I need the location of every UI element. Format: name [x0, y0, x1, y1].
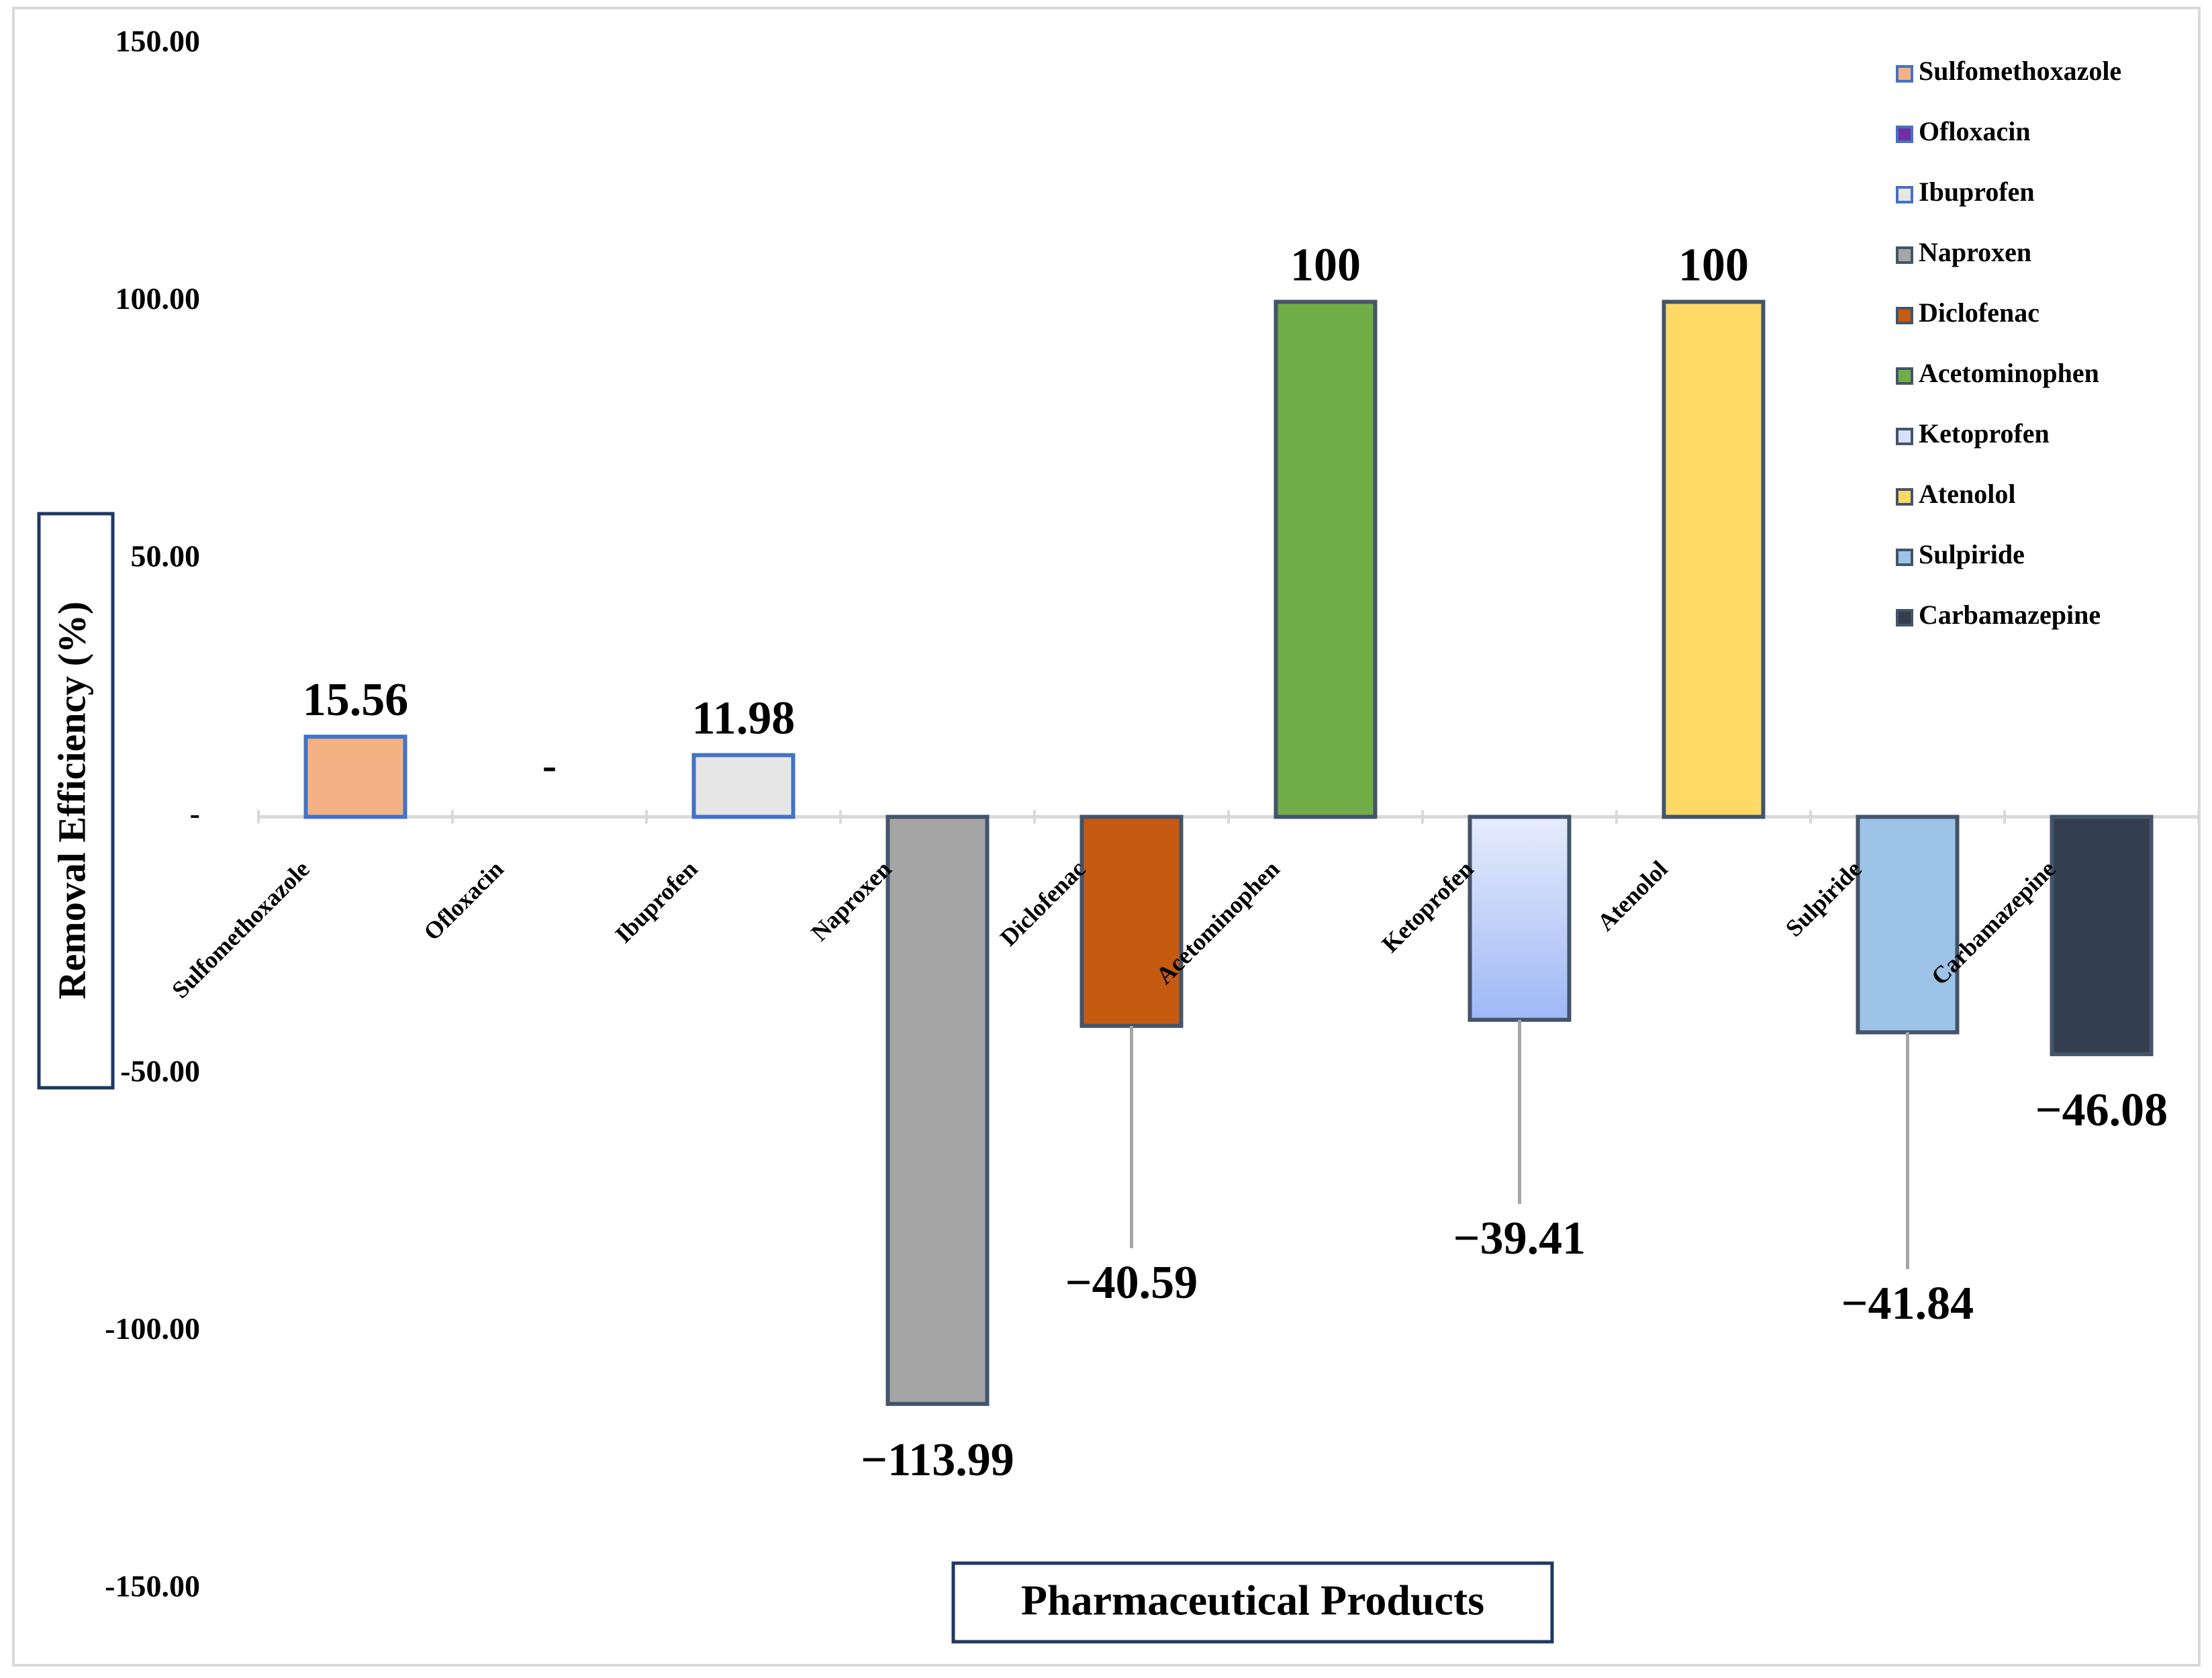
data-label-naproxen: −113.99 — [861, 1434, 1014, 1486]
data-label-ibuprofen: 11.98 — [692, 693, 796, 745]
bar-sulpiride — [1856, 814, 1960, 1035]
x-axis-title-box: Pharmaceutical Products — [951, 1561, 1554, 1644]
legend: Sulfomethoxazole Ofloxacin Ibuprofen Naprox… — [1896, 56, 2121, 630]
legend-swatch-carbamazepine — [1896, 609, 1913, 626]
legend-label-naproxen: Naproxen — [1919, 237, 2031, 267]
y-tick-label: -150.00 — [105, 1569, 200, 1603]
y-tick-label: 150.00 — [115, 24, 201, 58]
bar-carbamazepine — [2050, 814, 2154, 1056]
legend-swatch-acetominophen — [1896, 367, 1913, 385]
data-label-sulfomethoxazole: 15.56 — [303, 674, 409, 726]
y-tick-label: 50.00 — [131, 539, 201, 573]
y-axis: 150.00 100.00 50.00 - -50.00 -100.00 -150.00 — [105, 24, 200, 1603]
bars — [303, 299, 2154, 1406]
label-leader-lines — [1130, 1019, 1909, 1269]
data-label-sulpiride: −41.84 — [1841, 1278, 1974, 1330]
data-label-acetominophen: 100 — [1290, 240, 1361, 291]
y-axis-title: Removal Efficiency (%) — [50, 602, 93, 1000]
data-label-ofloxacin: - — [542, 741, 557, 789]
legend-label-ofloxacin: Ofloxacin — [1919, 116, 2031, 146]
legend-swatch-atenolol — [1896, 488, 1913, 506]
bar-sulfomethoxazole — [303, 735, 407, 819]
legend-swatch-ofloxacin — [1896, 126, 1913, 143]
bar-ibuprofen — [691, 753, 796, 819]
legend-swatch-ibuprofen — [1896, 186, 1913, 203]
data-label-carbamazepine: −46.08 — [2035, 1084, 2168, 1136]
legend-label-acetominophen: Acetominophen — [1919, 358, 2099, 388]
y-tick-label: -100.00 — [105, 1311, 200, 1346]
bar-naproxen — [885, 814, 990, 1406]
legend-label-ketoprofen: Ketoprofen — [1919, 418, 2050, 449]
y-axis-title-frame — [37, 512, 115, 1090]
data-label-diclofenac: −40.59 — [1065, 1257, 1198, 1309]
legend-swatch-sulfomethoxazole — [1896, 65, 1913, 83]
y-tick-label: - — [190, 796, 200, 831]
legend-label-carbamazepine: Carbamazepine — [1919, 600, 2101, 630]
y-tick-label: -50.00 — [120, 1054, 200, 1088]
legend-swatch-ketoprofen — [1896, 428, 1913, 445]
y-tick-label: 100.00 — [115, 281, 201, 316]
bar-acetominophen — [1273, 299, 1378, 819]
legend-swatch-diclofenac — [1896, 307, 1913, 324]
legend-label-sulfomethoxazole: Sulfomethoxazole — [1919, 56, 2121, 86]
legend-swatch-naproxen — [1896, 246, 1913, 264]
legend-label-sulpiride: Sulpiride — [1919, 539, 2025, 569]
x-axis-title: Pharmaceutical Products — [1021, 1577, 1484, 1624]
legend-label-diclofenac: Diclofenac — [1919, 297, 2039, 328]
legend-label-atenolol: Atenolol — [1919, 479, 2015, 509]
bar-atenolol — [1662, 299, 1766, 819]
legend-label-ibuprofen: Ibuprofen — [1919, 177, 2035, 207]
data-label-atenolol: 100 — [1678, 240, 1749, 291]
bar-ketoprofen — [1468, 814, 1572, 1022]
x-axis-title-frame — [951, 1561, 1554, 1644]
data-labels: 15.56 - 11.98 −113.99 −40.59 100 −39.41 100 −41.… — [303, 240, 2168, 1486]
y-axis-title-box: Removal Efficiency (%) — [37, 512, 115, 1090]
legend-swatch-sulpiride — [1896, 549, 1913, 566]
bar-diclofenac — [1079, 814, 1184, 1028]
data-label-ketoprofen: −39.41 — [1453, 1213, 1586, 1264]
